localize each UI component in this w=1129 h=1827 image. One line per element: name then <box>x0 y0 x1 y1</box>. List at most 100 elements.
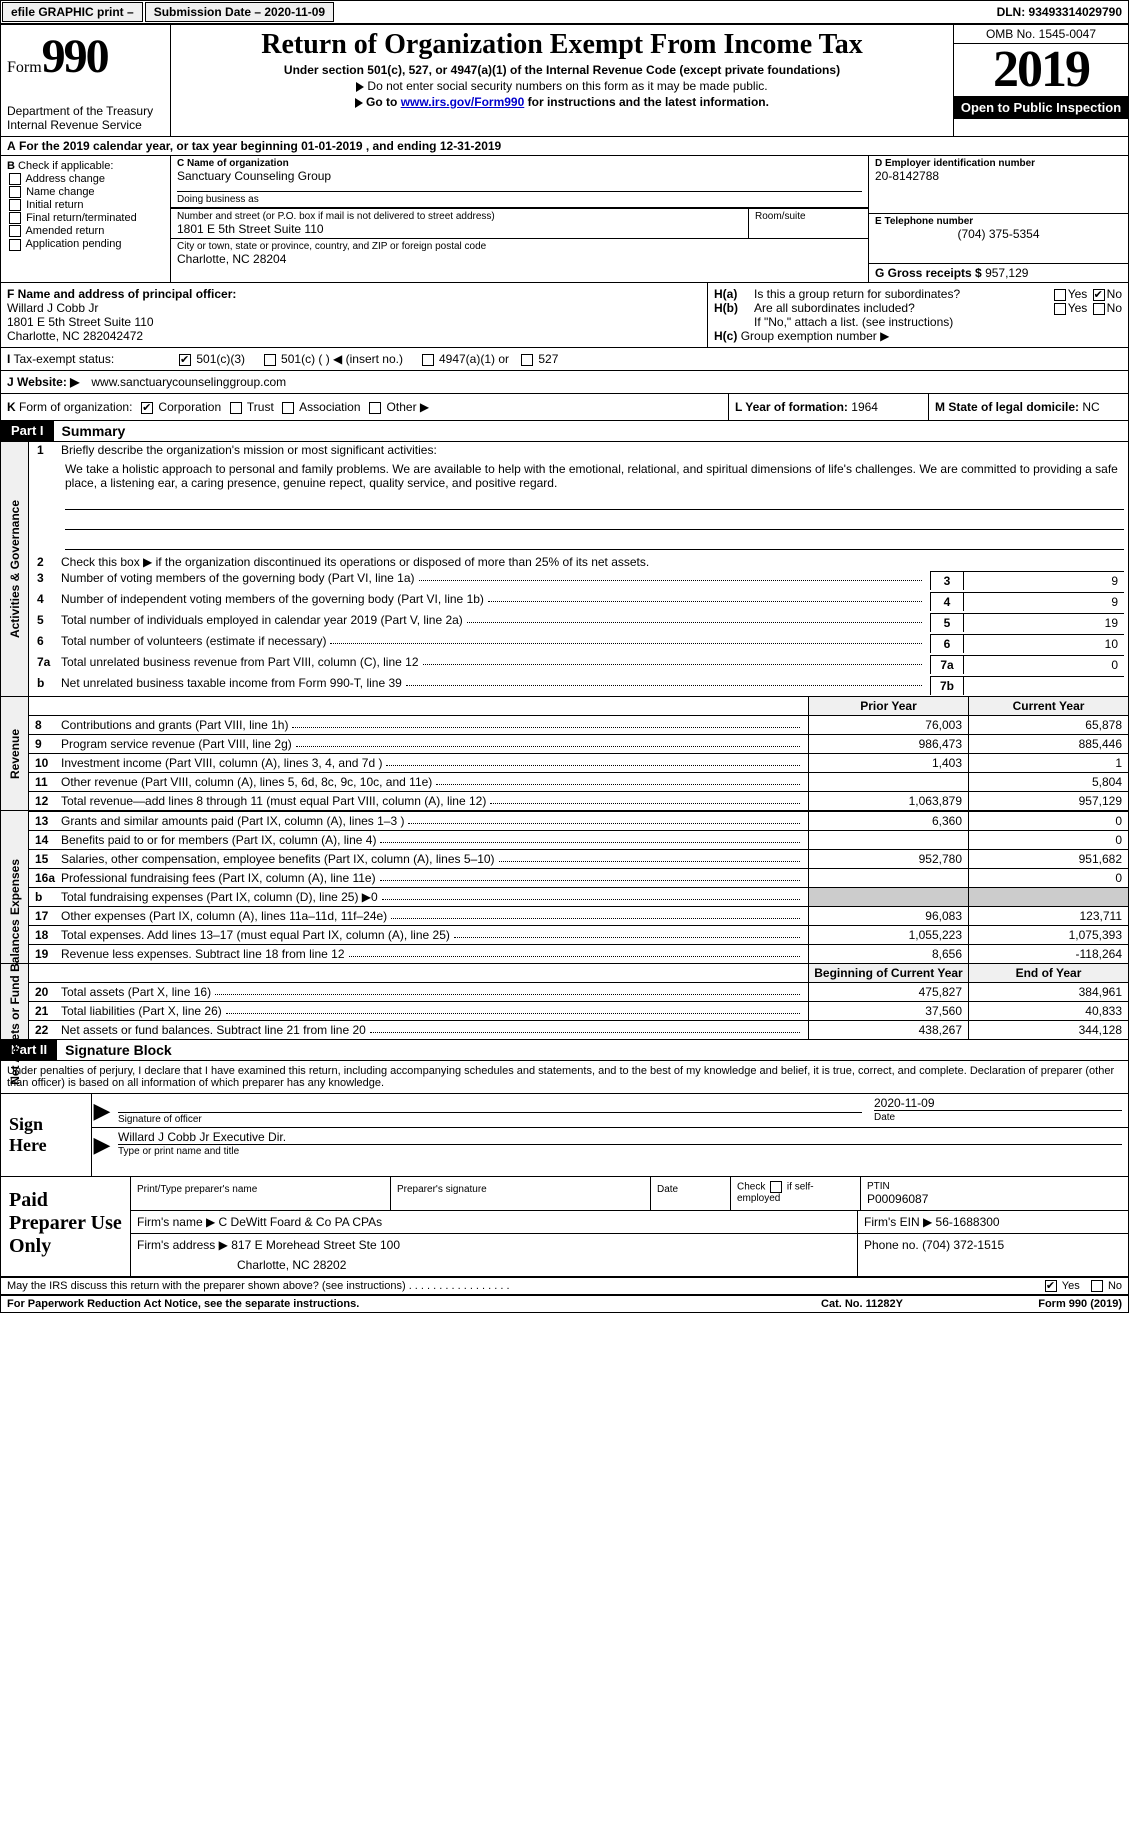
current-value: 5,804 <box>968 773 1128 791</box>
line-value: 0 <box>964 655 1124 674</box>
line-value: 9 <box>964 571 1124 590</box>
firm-phone-label: Phone no. <box>864 1238 919 1252</box>
chk-501c3[interactable] <box>179 354 191 366</box>
arrow-icon: ▶ <box>92 1094 112 1127</box>
section-f: F Name and address of principal officer:… <box>1 283 708 347</box>
chk-501c[interactable] <box>264 354 276 366</box>
paid-preparer-label: Paid Preparer Use Only <box>1 1177 131 1276</box>
sig-date-label: Date <box>874 1110 1122 1123</box>
part-i-title: Summary <box>54 421 134 441</box>
firm-addr2: Charlotte, NC 28202 <box>137 1252 851 1272</box>
prior-value: 8,656 <box>808 945 968 963</box>
chk-final-return[interactable] <box>9 212 21 224</box>
chk-other[interactable] <box>369 402 381 414</box>
current-value: 0 <box>968 869 1128 887</box>
sig-officer-label: Signature of officer <box>118 1112 862 1125</box>
current-value: 384,961 <box>968 983 1128 1001</box>
firm-name-value: C DeWitt Foard & Co PA CPAs <box>219 1215 383 1229</box>
firm-phone-value: (704) 372-1515 <box>922 1238 1004 1252</box>
line-desc: Other revenue (Part VIII, column (A), li… <box>61 775 432 789</box>
chk-initial-return[interactable] <box>9 199 21 211</box>
q1-label: Briefly describe the organization's miss… <box>61 443 437 457</box>
current-value: 0 <box>968 831 1128 849</box>
state-domicile-value: NC <box>1082 400 1099 414</box>
line-desc: Contributions and grants (Part VIII, lin… <box>61 718 288 732</box>
state-domicile-label: M State of legal domicile: <box>935 400 1079 414</box>
prior-value: 475,827 <box>808 983 968 1001</box>
dba-label: Doing business as <box>177 191 862 205</box>
chk-self-employed[interactable] <box>770 1181 782 1193</box>
instructions-link[interactable]: www.irs.gov/Form990 <box>401 95 525 109</box>
line-numbox: 5 <box>930 613 964 632</box>
line-desc: Total expenses. Add lines 13–17 (must eq… <box>61 928 450 942</box>
form-subtitle: Under section 501(c), 527, or 4947(a)(1)… <box>177 63 947 77</box>
gross-receipts-value: 957,129 <box>985 266 1028 280</box>
current-value <box>968 888 1128 906</box>
form-header: Form990 Department of the Treasury Inter… <box>1 25 1128 137</box>
chk-amended-return[interactable] <box>9 225 21 237</box>
current-value: 40,833 <box>968 1002 1128 1020</box>
line-desc: Salaries, other compensation, employee b… <box>61 852 495 866</box>
chk-trust[interactable] <box>230 402 242 414</box>
form-number: 990 <box>42 30 108 83</box>
prep-sig-label: Preparer's signature <box>397 1184 487 1195</box>
chk-hb-yes[interactable] <box>1054 303 1066 315</box>
hdr-prior-year: Prior Year <box>808 697 968 715</box>
line-desc: Other expenses (Part IX, column (A), lin… <box>61 909 387 923</box>
line-value: 9 <box>964 592 1124 611</box>
line-desc: Total number of volunteers (estimate if … <box>61 634 326 648</box>
chk-corporation[interactable] <box>141 402 153 414</box>
discuss-text: May the IRS discuss this return with the… <box>7 1280 406 1292</box>
chk-name-change[interactable] <box>9 186 21 198</box>
efile-print-button[interactable]: efile GRAPHIC print – <box>2 2 143 22</box>
chk-discuss-no[interactable] <box>1091 1280 1103 1292</box>
arrow-icon: ▶ <box>92 1128 112 1159</box>
line-desc: Grants and similar amounts paid (Part IX… <box>61 814 404 828</box>
line-desc: Revenue less expenses. Subtract line 18 … <box>61 947 345 961</box>
chk-527[interactable] <box>521 354 533 366</box>
current-value: 123,711 <box>968 907 1128 925</box>
current-value: 1,075,393 <box>968 926 1128 944</box>
website-value: www.sanctuarycounselinggroup.com <box>85 371 292 393</box>
chk-association[interactable] <box>282 402 294 414</box>
current-value: 0 <box>968 812 1128 830</box>
line-value <box>964 676 1124 681</box>
tax-year: 2019 <box>954 44 1128 96</box>
line-desc: Total unrelated business revenue from Pa… <box>61 655 419 669</box>
section-b: B Check if applicable: Address change Na… <box>1 156 171 282</box>
q2-text: Check this box ▶ if the organization dis… <box>61 555 649 569</box>
org-name: Sanctuary Counseling Group <box>177 169 862 183</box>
chk-ha-no[interactable] <box>1093 289 1105 301</box>
line-value: 19 <box>964 613 1124 632</box>
firm-addr1: 817 E Morehead Street Ste 100 <box>231 1238 400 1252</box>
ein-label: D Employer identification number <box>875 158 1035 169</box>
dept-treasury: Department of the Treasury <box>7 104 164 118</box>
city-value: Charlotte, NC 28204 <box>177 252 862 266</box>
firm-ein-label: Firm's EIN ▶ <box>864 1215 932 1229</box>
chk-address-change[interactable] <box>9 173 21 185</box>
line-value: 10 <box>964 634 1124 653</box>
prior-value: 6,360 <box>808 812 968 830</box>
year-formation-label: L Year of formation: <box>735 400 848 414</box>
perjury-text: Under penalties of perjury, I declare th… <box>1 1061 1128 1094</box>
officer-sub-label: Type or print name and title <box>118 1144 1122 1157</box>
prior-value: 96,083 <box>808 907 968 925</box>
tax-status-label: Tax-exempt status: <box>13 352 114 366</box>
prior-value: 986,473 <box>808 735 968 753</box>
chk-discuss-yes[interactable] <box>1045 1280 1057 1292</box>
line-desc: Total assets (Part X, line 16) <box>61 985 211 999</box>
chk-4947[interactable] <box>422 354 434 366</box>
chk-application-pending[interactable] <box>9 239 21 251</box>
form-ref: Form 990 (2019) <box>962 1298 1122 1310</box>
open-inspection: Open to Public Inspection <box>954 96 1128 119</box>
current-value: 885,446 <box>968 735 1128 753</box>
firm-name-label: Firm's name ▶ <box>137 1215 215 1229</box>
chk-hb-no[interactable] <box>1093 303 1105 315</box>
chk-ha-yes[interactable] <box>1054 289 1066 301</box>
current-value: 957,129 <box>968 792 1128 810</box>
firm-addr-label: Firm's address ▶ <box>137 1238 228 1252</box>
prior-value: 1,403 <box>808 754 968 772</box>
vlabel-activities: Activities & Governance <box>1 442 29 696</box>
officer-name: Willard J Cobb Jr Executive Dir. <box>118 1130 1122 1144</box>
current-value: 1 <box>968 754 1128 772</box>
